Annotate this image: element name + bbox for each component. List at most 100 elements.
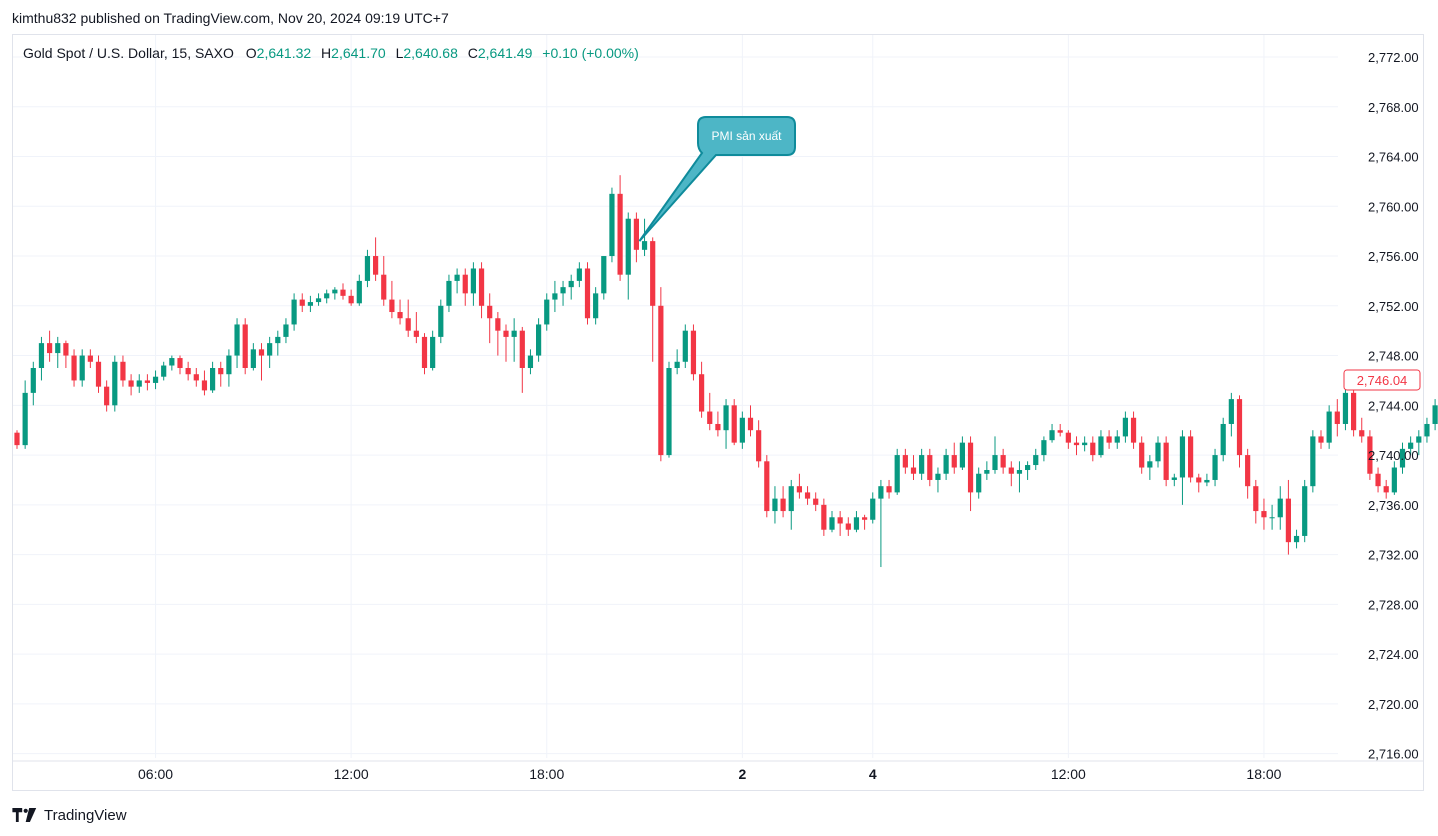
- candle: [487, 293, 493, 344]
- candle: [47, 330, 53, 362]
- candle: [136, 374, 142, 393]
- candle: [870, 492, 876, 524]
- candle-body: [1090, 442, 1096, 456]
- candle-body: [1220, 423, 1226, 456]
- candle-body: [104, 386, 110, 406]
- price-tick-label: 2,720.00: [1368, 697, 1419, 712]
- candle: [593, 287, 599, 325]
- candle-body: [144, 380, 150, 383]
- candle: [324, 289, 330, 304]
- candle-body: [291, 299, 297, 325]
- candle: [1383, 479, 1389, 499]
- candle-body: [1334, 411, 1340, 424]
- tradingview-brand[interactable]: TradingView: [12, 806, 127, 824]
- candle-body: [421, 336, 428, 368]
- price-tick-label: 2,760.00: [1368, 199, 1419, 214]
- candle: [1220, 417, 1226, 462]
- candle-body: [177, 358, 183, 368]
- candle: [919, 448, 925, 480]
- candle-body: [1351, 392, 1357, 431]
- candle: [1408, 436, 1414, 456]
- candle-body: [79, 355, 85, 381]
- candle-body: [584, 268, 591, 319]
- candle-body: [1041, 440, 1047, 456]
- candle-body: [1416, 436, 1422, 443]
- candle-body: [324, 293, 330, 299]
- candle-body: [641, 241, 648, 250]
- candle-body: [690, 330, 697, 375]
- time-axis[interactable]: 06:00 12:00 18:00 2 4 12:00 18:00: [13, 760, 1424, 782]
- candle: [927, 448, 933, 487]
- candle-body: [373, 256, 379, 275]
- candle: [625, 212, 631, 300]
- candle: [397, 299, 403, 325]
- candle-body: [976, 473, 982, 493]
- candle-body: [55, 343, 61, 354]
- time-tick-label: 4: [869, 766, 877, 782]
- candle: [373, 237, 379, 281]
- candle-body: [307, 302, 313, 306]
- candle-body: [1383, 486, 1389, 493]
- candle: [1033, 448, 1039, 471]
- candle: [1082, 436, 1088, 452]
- candle-body: [992, 455, 998, 471]
- candle: [71, 349, 77, 387]
- candle-body: [38, 343, 45, 368]
- candle-body: [552, 293, 558, 300]
- candle-body: [152, 376, 159, 383]
- candle: [1391, 461, 1397, 495]
- candle-body: [169, 358, 175, 366]
- candle: [446, 274, 452, 313]
- candle-body: [1016, 470, 1023, 474]
- chart-frame: [12, 34, 1424, 791]
- candle-body: [1008, 467, 1014, 474]
- time-tick-label: 06:00: [138, 766, 173, 782]
- high-value: 2,641.70: [331, 45, 386, 61]
- price-chart[interactable]: PMI sản xuất 2,772.002,768.002,764.002,7…: [0, 0, 1438, 800]
- change-value: +0.10 (+0.00%): [542, 45, 639, 61]
- candle-body: [1293, 535, 1300, 543]
- candle-body: [1098, 436, 1104, 456]
- candle-body: [560, 287, 566, 294]
- candle: [389, 280, 395, 319]
- candle: [609, 187, 615, 263]
- candle: [845, 517, 851, 536]
- candle-body: [1432, 405, 1438, 424]
- candle-body: [267, 343, 273, 356]
- candle: [291, 293, 297, 331]
- candle-body: [919, 455, 925, 474]
- annotation-callout[interactable]: PMI sản xuất: [638, 116, 796, 242]
- candle-body: [894, 455, 900, 493]
- candle: [1049, 423, 1055, 443]
- candle: [804, 486, 811, 505]
- price-tick-label: 2,732.00: [1368, 548, 1419, 563]
- candle: [250, 343, 256, 371]
- candle-body: [30, 368, 36, 393]
- candle: [242, 318, 248, 375]
- low-value: 2,640.68: [403, 45, 458, 61]
- candle: [1416, 430, 1422, 456]
- candle-body: [853, 517, 860, 530]
- candle: [381, 256, 387, 306]
- candle: [340, 283, 346, 300]
- price-tick-label: 2,716.00: [1368, 747, 1419, 762]
- last-price-box: [1343, 369, 1421, 391]
- candle-body: [650, 241, 656, 306]
- candle: [495, 312, 501, 356]
- price-axis[interactable]: 2,772.00 2,768.00 2,764.00 2,760.00 2,756.00…: [1343, 50, 1421, 762]
- candle: [1318, 430, 1324, 449]
- candle-body: [1163, 442, 1169, 480]
- candle: [1310, 430, 1316, 493]
- candle-body: [617, 193, 623, 275]
- candle: [1326, 405, 1332, 449]
- candle-body: [910, 467, 917, 474]
- candle: [1057, 423, 1063, 437]
- candle: [1041, 436, 1047, 462]
- candle: [22, 380, 28, 449]
- price-tick-label: 2,740.00: [1368, 448, 1419, 463]
- candle-body: [699, 374, 705, 412]
- candle: [658, 287, 664, 462]
- candle: [552, 280, 558, 313]
- candle: [315, 293, 322, 306]
- candle-body: [201, 380, 208, 391]
